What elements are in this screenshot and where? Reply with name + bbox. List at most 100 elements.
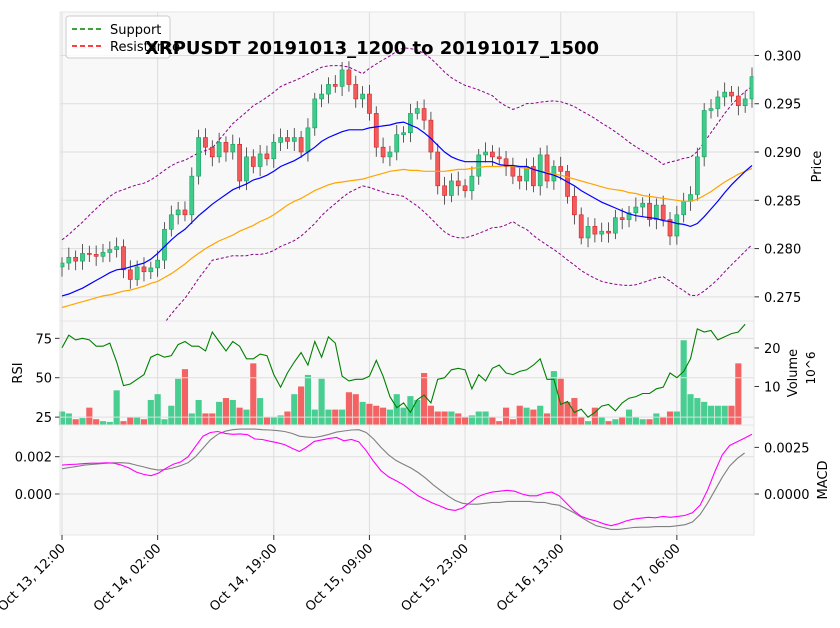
- volume-bar: [653, 413, 660, 425]
- volume-bar: [455, 413, 462, 425]
- candle: [203, 137, 208, 148]
- volume-bar: [475, 411, 482, 425]
- upper-band-line: [61, 47, 753, 241]
- candle: [319, 93, 324, 100]
- x-tick-label: Oct 17, 06:00: [610, 541, 683, 614]
- signal-line: [61, 428, 745, 530]
- lower-band-line: [61, 185, 753, 355]
- macd-tick-label-left: 0.000: [15, 488, 52, 503]
- x-tick-label: Oct 15, 09:00: [303, 541, 376, 614]
- price-tick-label: 0.280: [764, 243, 801, 258]
- candle: [394, 134, 400, 153]
- volume-bar: [646, 419, 653, 425]
- candle: [86, 253, 92, 255]
- volume-bar: [427, 405, 434, 425]
- volume-bar: [284, 411, 291, 425]
- candle: [332, 84, 338, 87]
- candle: [742, 98, 748, 106]
- price-tick-label: 0.290: [764, 146, 801, 161]
- volume-bar: [516, 405, 523, 425]
- rsi-tick-label: 25: [35, 411, 52, 426]
- volume-bar: [277, 415, 284, 425]
- volume-bar: [250, 363, 257, 425]
- candle: [674, 214, 680, 237]
- candle: [722, 91, 728, 98]
- volume-bar: [632, 417, 639, 425]
- candle: [694, 156, 700, 195]
- volume-bar: [79, 418, 86, 425]
- candle: [503, 158, 509, 167]
- volume-bar: [434, 411, 441, 425]
- macd-tick-label-right: 0.0025: [764, 441, 810, 456]
- price-panel: 0.275 0.280 0.285 0.290 0.295 0.300 Price: [59, 11, 825, 355]
- volume-bar: [209, 413, 216, 425]
- volume-bar: [352, 394, 359, 425]
- candle: [367, 93, 372, 114]
- rsi-tick-label: 75: [35, 332, 52, 347]
- price-tick-label: 0.300: [764, 49, 801, 64]
- x-tick-label: Oct 14, 02:00: [91, 541, 164, 614]
- volume-bar: [537, 405, 544, 425]
- candle: [572, 196, 577, 216]
- candle: [449, 180, 454, 196]
- candle: [93, 254, 99, 257]
- volume-bar: [175, 378, 182, 425]
- candle: [264, 153, 270, 160]
- candle: [360, 93, 365, 100]
- volume-bar: [707, 405, 715, 425]
- volume-bar: [694, 398, 701, 425]
- volume-bar: [482, 411, 489, 425]
- volume-bar: [598, 417, 605, 425]
- volume-bar: [448, 411, 455, 425]
- candle: [278, 137, 283, 143]
- volume-bar: [393, 394, 400, 425]
- candle: [312, 98, 318, 129]
- x-tick-label: Oct 13, 12:00: [0, 541, 69, 614]
- candle: [654, 204, 659, 220]
- volume-bar: [134, 417, 141, 425]
- candle: [196, 137, 201, 177]
- candle: [462, 185, 468, 191]
- candle: [490, 151, 495, 158]
- volume-bar: [612, 419, 619, 425]
- candle: [455, 180, 461, 187]
- volume-bar: [564, 401, 571, 425]
- volume-bar: [222, 398, 230, 425]
- volume-bar: [461, 417, 469, 425]
- volume-bar: [584, 421, 592, 425]
- volume-bar: [291, 394, 298, 425]
- macd-panel: 0.000 0.002 0.0000 0.0025 MACD: [15, 424, 831, 536]
- macd-panel-bg: [60, 425, 754, 535]
- volume-bar: [72, 419, 79, 425]
- candle: [469, 175, 475, 191]
- macd-tick-label-left: 0.002: [15, 451, 52, 466]
- volume-bar: [318, 378, 325, 425]
- volume-bar: [701, 401, 708, 425]
- candle: [209, 146, 215, 158]
- volume-bar: [181, 369, 189, 425]
- volume-bar: [557, 378, 564, 425]
- candle: [380, 146, 386, 158]
- volume-bar: [543, 413, 551, 425]
- candle: [565, 171, 570, 197]
- price-axis-label: Price: [810, 151, 825, 183]
- volume-tick-label: 20: [764, 342, 781, 357]
- candle: [250, 156, 256, 167]
- volume-bar: [687, 394, 694, 425]
- volume-bar: [263, 417, 271, 425]
- rsi-volume-panel: 25 50 75 RSI 10 20 Volume 10^6: [11, 320, 818, 426]
- volume-tick-label: 10: [764, 380, 781, 395]
- candle: [701, 110, 707, 158]
- candle: [715, 96, 721, 109]
- macd-panel-border: [59, 424, 755, 536]
- candle: [298, 137, 304, 153]
- volume-bar: [161, 419, 168, 425]
- candle: [578, 214, 584, 239]
- candle: [729, 91, 734, 97]
- legend-resistance-label: Resistance: [110, 40, 180, 55]
- volume-bar: [65, 413, 72, 425]
- candle: [291, 137, 297, 142]
- candle: [353, 84, 359, 100]
- candle: [592, 226, 598, 235]
- volume-bar: [550, 371, 557, 425]
